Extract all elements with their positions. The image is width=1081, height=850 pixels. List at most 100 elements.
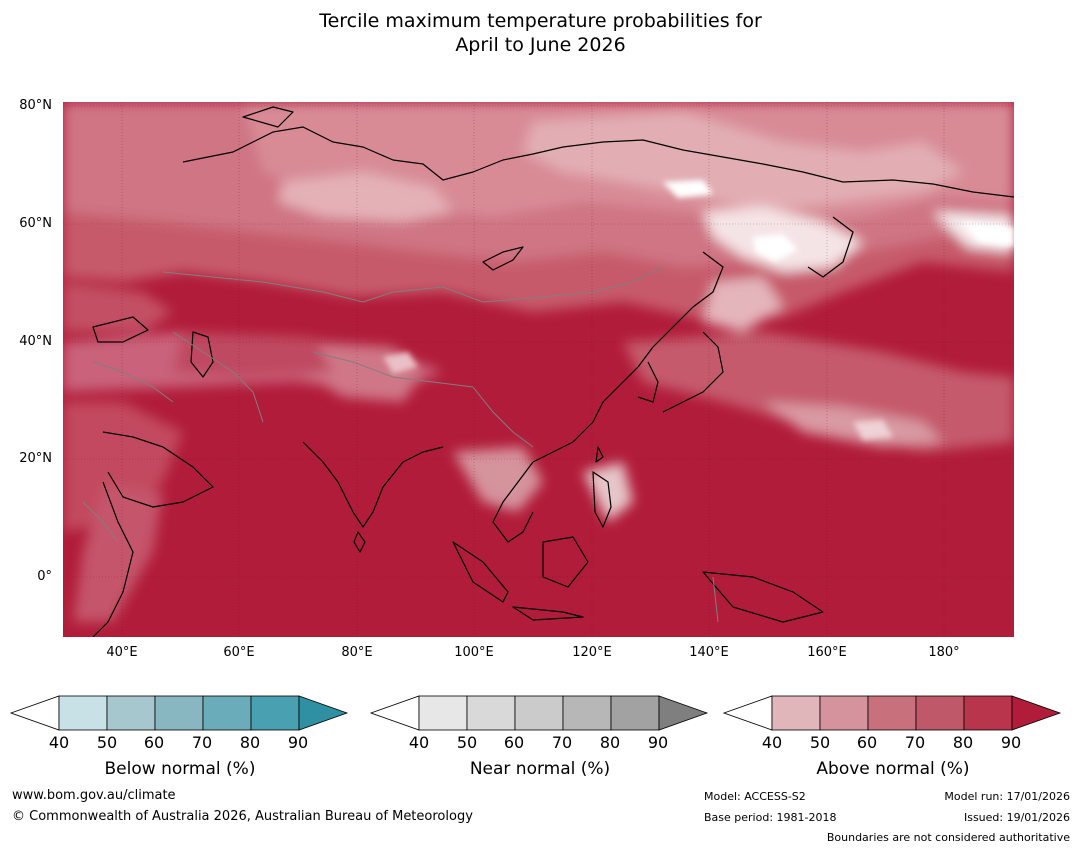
lon-label-40e: 40°E [106, 645, 138, 660]
footer-disclaimer: Boundaries are not considered authoritat… [826, 831, 1070, 844]
coast-caspian [190, 331, 214, 378]
cb-below-tick-80: 80 [239, 733, 261, 752]
colorbar-near-normal [370, 695, 709, 731]
footer-model: Model: ACCESS-S2 [704, 790, 806, 803]
coast-arctic [182, 126, 1014, 198]
cb-below-tick-70: 70 [191, 733, 213, 752]
lat-label-40n: 40°N [19, 334, 52, 349]
coast-srilanka [353, 531, 366, 553]
region-africa-east [73, 482, 163, 622]
footer-copyright: © Commonwealth of Australia 2026, Austra… [12, 809, 473, 824]
coast-novaya [242, 106, 294, 128]
coast-korea [637, 361, 659, 403]
region-indochina [453, 447, 543, 512]
cb-above-title: Above normal (%) [816, 759, 970, 779]
borders [82, 266, 719, 623]
coast-africa-east [92, 481, 134, 637]
coast-sumatra [452, 541, 509, 603]
cb-below-tick-60: 60 [143, 733, 165, 752]
colorbar-below-box-1 [58, 695, 108, 731]
colorbar-below-low-triangle [10, 695, 60, 731]
lat-label-20n: 20°N [19, 451, 52, 466]
region-japan-50 [703, 277, 783, 332]
graticule [63, 102, 1014, 637]
region-light-spot-5 [383, 352, 418, 374]
colorbar-near-box-1 [418, 695, 468, 731]
lon-label-100e: 100°E [454, 645, 494, 660]
footer-base-period: Base period: 1981-2018 [704, 811, 837, 824]
lon-label-80e: 80°E [341, 645, 373, 660]
coast-kamchatka [807, 216, 854, 278]
colorbar-above-normal [723, 695, 1062, 731]
cb-below-tick-40: 40 [48, 733, 70, 752]
border-china-north [392, 266, 664, 303]
cb-near-title: Near normal (%) [469, 759, 611, 779]
colorbar-above-box-2 [819, 695, 869, 731]
lat-label-0: 0° [37, 569, 52, 584]
border-mideast [92, 361, 174, 403]
colorbar-below-normal [10, 695, 349, 731]
probability-detail [383, 180, 1014, 440]
cb-above-tick-60: 60 [856, 733, 878, 752]
coast-borneo [542, 536, 589, 588]
colorbar-above-box-4 [915, 695, 965, 731]
border-newguinea [712, 576, 719, 623]
cb-near-tick-40: 40 [408, 733, 430, 752]
region-white-spot-1 [753, 234, 798, 262]
footer-issued: Issued: 19/01/2026 [963, 811, 1070, 824]
colorbar-below-box-3 [154, 695, 204, 731]
coast-taiwan [595, 446, 604, 463]
coast-china-east [532, 366, 639, 463]
colorbar-above-box-5 [963, 695, 1013, 731]
region-philippines [583, 462, 633, 522]
border-himalaya [312, 351, 474, 388]
lat-label-60n: 60°N [19, 216, 52, 231]
border-se-asia [472, 386, 534, 448]
cb-above-tick-90: 90 [1000, 733, 1022, 752]
coast-baikal [482, 246, 524, 271]
colorbar-above-low-triangle [723, 695, 773, 731]
colorbar-above-box-3 [867, 695, 917, 731]
lon-label-120e: 120°E [572, 645, 612, 660]
cb-near-tick-50: 50 [456, 733, 478, 752]
coast-philippines [592, 471, 612, 528]
colorbar-near-box-3 [514, 695, 564, 731]
cb-above-tick-80: 80 [952, 733, 974, 752]
coast-arabia [102, 431, 214, 508]
colorbar-below-box-5 [250, 695, 300, 731]
colorbar-near-box-5 [610, 695, 660, 731]
border-iran [172, 331, 264, 423]
cb-near-tick-60: 60 [503, 733, 525, 752]
footer-model-run: Model run: 17/01/2026 [944, 790, 1070, 803]
coast-black-sea [92, 316, 149, 343]
lon-label-180: 180° [928, 645, 960, 660]
footer-url[interactable]: www.bom.gov.au/climate [12, 788, 176, 803]
coast-newguinea [702, 571, 824, 623]
border-central-asia [162, 271, 394, 303]
cb-below-tick-90: 90 [287, 733, 309, 752]
lon-label-160e: 160°E [807, 645, 847, 660]
region-light-spot-4 [853, 420, 893, 440]
cb-above-tick-50: 50 [809, 733, 831, 752]
cb-above-tick-70: 70 [904, 733, 926, 752]
colorbar-below-high-arrow [298, 695, 349, 731]
region-mideast [63, 402, 183, 532]
cb-above-tick-40: 40 [761, 733, 783, 752]
region-sw-asia [173, 332, 333, 377]
lat-label-80n: 80°N [19, 98, 52, 113]
border-africa [82, 501, 119, 543]
coast-indochina [492, 461, 534, 543]
colorbar-above-box-1 [771, 695, 821, 731]
cb-near-tick-80: 80 [599, 733, 621, 752]
coast-japan [662, 331, 724, 413]
coastlines [92, 106, 1014, 637]
cb-below-tick-50: 50 [96, 733, 118, 752]
region-50-siberia [523, 112, 963, 212]
coast-java [512, 606, 584, 621]
chart-title-line1: Tercile maximum temperature probabilitie… [319, 10, 762, 32]
colorbar-near-box-4 [562, 695, 612, 731]
colorbar-near-box-2 [466, 695, 516, 731]
coast-okhotsk [637, 251, 724, 368]
cb-below-title: Below normal (%) [104, 759, 256, 779]
cb-near-tick-90: 90 [647, 733, 669, 752]
